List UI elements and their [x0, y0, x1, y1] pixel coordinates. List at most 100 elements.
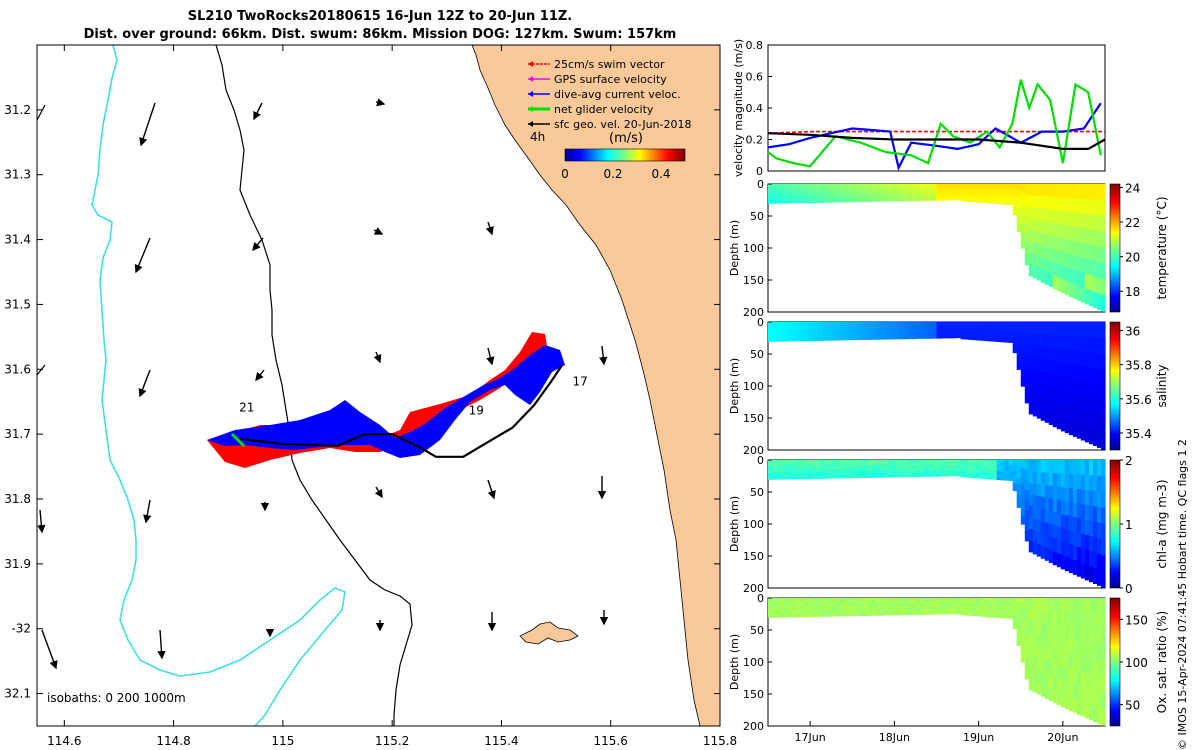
section-cell — [864, 600, 869, 603]
section-cell — [1032, 368, 1038, 382]
section-cell — [1028, 218, 1034, 231]
section-cell — [852, 471, 857, 474]
colorbar-label: Ox. sat. ratio (%) — [1155, 611, 1169, 713]
section-cell — [936, 332, 942, 335]
section-cell — [1097, 246, 1102, 263]
section-cell — [1089, 475, 1094, 491]
section-cell — [828, 197, 833, 201]
section-cell — [1028, 482, 1034, 495]
section-cell — [796, 331, 801, 335]
section-cell — [1060, 349, 1066, 364]
section-cell — [872, 613, 877, 616]
section-cell — [1044, 547, 1050, 561]
section-cell — [836, 613, 841, 617]
section-cell — [952, 325, 958, 329]
section-cell — [876, 598, 881, 601]
section-cell — [856, 199, 861, 203]
section-cell — [1101, 433, 1106, 450]
section-cell — [968, 324, 974, 327]
section-cell — [1040, 245, 1046, 259]
section-cell — [804, 609, 809, 613]
section-cell — [1072, 460, 1078, 475]
section-cell — [1080, 198, 1086, 214]
section-cell — [836, 606, 841, 610]
section-cell — [988, 476, 994, 480]
map-panel: 114.6 114.8 115 115.2 115.4 115.6 115.831.231.… — [4, 44, 737, 748]
section-cell — [832, 331, 837, 334]
section-cell — [944, 193, 950, 197]
section-cell — [836, 462, 841, 465]
section-cell — [780, 322, 785, 325]
section-cell — [936, 468, 942, 471]
section-cell — [884, 326, 889, 329]
section-cell — [908, 460, 913, 463]
section-cell — [1036, 508, 1042, 521]
section-cell — [1020, 476, 1026, 485]
section-cell — [824, 331, 829, 334]
section-cell — [916, 604, 921, 607]
section-cell — [792, 333, 797, 337]
section-cell — [944, 184, 950, 187]
section-cell — [1080, 257, 1086, 273]
section-cell — [804, 195, 809, 199]
section-cell — [768, 324, 773, 328]
section-cell — [1056, 651, 1062, 666]
section-cell — [1008, 337, 1014, 341]
section-cell — [824, 193, 829, 196]
section-cell — [992, 322, 998, 325]
section-cell — [980, 193, 986, 196]
section-cell — [1000, 464, 1006, 468]
section-cell — [872, 600, 877, 603]
section-cell — [840, 611, 845, 615]
section-cell — [808, 186, 813, 190]
section-cell — [800, 614, 805, 618]
section-cell — [900, 326, 905, 329]
section-cell — [996, 460, 1002, 463]
section-cell — [1080, 686, 1086, 702]
section-cell — [884, 468, 889, 472]
section-cell — [948, 333, 954, 337]
section-cell — [940, 469, 946, 473]
section-cell — [956, 609, 962, 613]
section-cell — [876, 606, 881, 610]
section-cell — [872, 188, 877, 191]
section-cell — [852, 322, 857, 325]
section-cell — [1028, 344, 1034, 357]
section-cell — [992, 193, 998, 197]
section-cell — [912, 468, 917, 471]
section-cell — [796, 186, 801, 190]
section-cell — [1084, 411, 1090, 428]
section-cell — [972, 326, 978, 330]
section-cell — [820, 607, 825, 610]
section-cell — [884, 610, 889, 614]
section-cell — [1008, 194, 1014, 198]
section-cell — [1016, 207, 1022, 215]
section-cell — [1089, 689, 1094, 705]
section-cell — [964, 606, 970, 610]
section-cell — [1097, 491, 1102, 508]
section-cell — [952, 186, 958, 189]
section-cell — [860, 600, 865, 603]
section-cell — [868, 186, 873, 189]
section-cell — [808, 611, 813, 615]
section-cell — [924, 612, 930, 615]
section-cell — [1036, 244, 1042, 257]
section-cell — [832, 604, 837, 608]
section-cell — [872, 466, 877, 470]
section-cell — [832, 324, 837, 327]
section-cell — [992, 474, 998, 478]
section-cell — [1056, 473, 1062, 488]
section-cell — [1000, 605, 1006, 609]
section-cell — [792, 331, 797, 335]
section-cell — [932, 188, 938, 191]
section-y-tick-label: 150 — [743, 550, 764, 563]
section-cell — [772, 476, 777, 480]
section-cell — [988, 338, 994, 342]
section-cell — [1060, 541, 1066, 556]
section-cell — [840, 324, 845, 327]
section-cell — [864, 188, 869, 192]
section-cell — [832, 473, 837, 477]
section-cell — [856, 600, 861, 603]
section-colorbar — [1109, 459, 1121, 589]
section-cell — [816, 188, 821, 192]
